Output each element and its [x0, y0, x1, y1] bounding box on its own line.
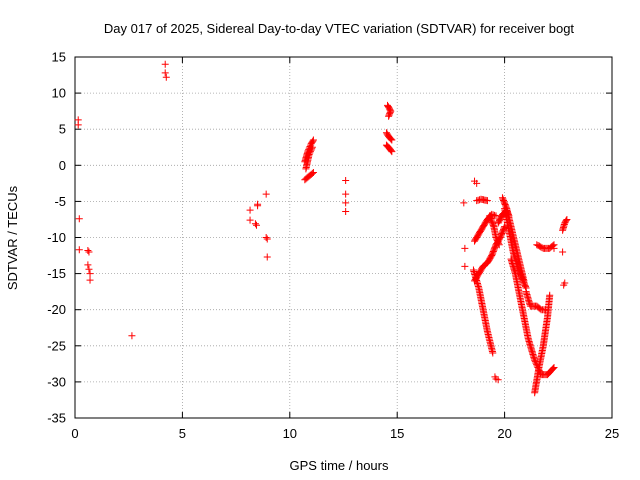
y-tick-label: -35 [47, 411, 66, 426]
data-point [342, 199, 350, 207]
data-point [549, 364, 557, 372]
data-point [388, 148, 396, 156]
data-point [494, 376, 502, 384]
data-point [531, 356, 539, 364]
x-tick-label: 5 [179, 426, 186, 441]
data-point [483, 197, 491, 205]
y-tick-label: 10 [52, 86, 66, 101]
data-point [549, 242, 557, 250]
data-point [563, 215, 571, 223]
data-point [306, 149, 314, 157]
data-point [262, 190, 270, 198]
data-point [309, 137, 317, 145]
data-point [342, 190, 350, 198]
data-point [387, 147, 395, 155]
data-point [388, 136, 396, 144]
data-point [561, 279, 569, 287]
y-tick-label: 0 [59, 158, 66, 173]
data-point [342, 208, 350, 216]
data-point [489, 221, 497, 229]
data-point [246, 206, 254, 214]
data-points [74, 60, 571, 397]
data-point [305, 150, 313, 158]
x-axis-label: GPS time / hours [290, 458, 389, 473]
data-point [308, 169, 316, 177]
data-point [254, 202, 262, 210]
x-tick-label: 15 [390, 426, 404, 441]
data-point [562, 217, 570, 225]
data-point [85, 248, 93, 256]
data-point [559, 248, 567, 256]
data-point [251, 220, 259, 228]
data-point [502, 203, 510, 211]
data-point [128, 332, 136, 340]
data-point [84, 246, 92, 254]
data-point [307, 146, 315, 154]
x-tick-label: 0 [71, 426, 78, 441]
y-tick-label: -15 [47, 266, 66, 281]
x-tick-labels: 0 5 10 15 20 25 [71, 426, 619, 441]
y-tick-label: -30 [47, 374, 66, 389]
data-point [522, 283, 530, 291]
data-point [461, 262, 469, 270]
data-point [86, 276, 94, 284]
y-axis-label: SDTVAR / TECUs [5, 185, 20, 290]
x-tick-label: 25 [605, 426, 619, 441]
data-point [550, 241, 558, 249]
data-point [460, 199, 468, 207]
y-tick-label: -10 [47, 230, 66, 245]
data-point [161, 60, 169, 68]
data-point [473, 179, 481, 187]
data-point [75, 246, 83, 254]
data-point [262, 234, 270, 241]
data-point [253, 221, 261, 229]
y-tick-label: 5 [59, 122, 66, 137]
y-tick-label: -5 [54, 194, 66, 209]
chart-title: Day 017 of 2025, Sidereal Day-to-day VTE… [104, 21, 575, 36]
data-point [263, 235, 271, 243]
data-point [75, 215, 83, 223]
data-point [550, 363, 558, 371]
data-point [162, 73, 170, 81]
data-point [385, 112, 393, 120]
data-point [84, 261, 92, 269]
data-point [308, 145, 316, 153]
y-tick-label: 15 [52, 50, 66, 65]
data-point [385, 111, 393, 119]
data-point [309, 136, 317, 144]
data-point [161, 69, 169, 77]
y-tick-label: -20 [47, 302, 66, 317]
data-point [342, 176, 350, 184]
data-point [461, 244, 469, 252]
data-point [263, 253, 271, 261]
data-point [500, 224, 508, 232]
data-point [386, 134, 394, 142]
data-point [306, 148, 314, 156]
y-tick-labels: -35 -30 -25 -20 -15 -10 -5 0 5 10 15 [47, 50, 66, 426]
data-point [86, 270, 94, 278]
data-point [308, 143, 316, 151]
x-tick-label: 10 [283, 426, 297, 441]
plot-frame [74, 56, 613, 419]
data-point [74, 121, 82, 129]
x-tick-label: 20 [497, 426, 511, 441]
data-point [387, 135, 395, 143]
data-point [546, 291, 554, 299]
data-point [489, 349, 497, 357]
y-tick-label: -25 [47, 338, 66, 353]
data-point [246, 216, 254, 224]
data-point [309, 169, 317, 177]
data-point [85, 265, 93, 273]
